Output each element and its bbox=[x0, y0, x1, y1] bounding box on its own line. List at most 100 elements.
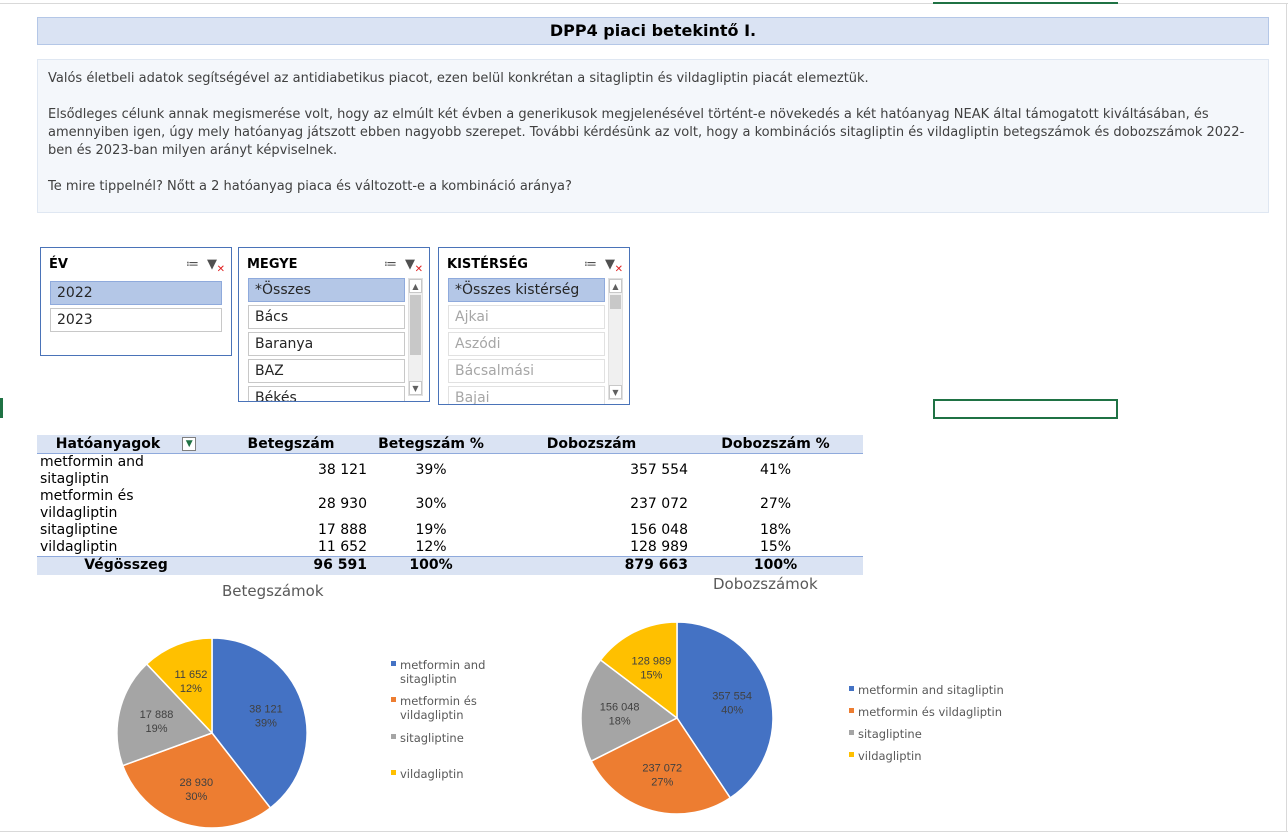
pie-slice[interactable] bbox=[211, 637, 308, 809]
row-betegszam-pct: 39% bbox=[415, 462, 447, 478]
row-dobozszam-pct: 15% bbox=[759, 539, 792, 556]
table-row: metformin and sitagliptin 38 121 39% 357… bbox=[37, 453, 863, 488]
pivot-header-label: Hatóanyagok bbox=[55, 435, 161, 452]
total-name: Végösszeg bbox=[37, 556, 215, 575]
pie-data-label: 237 072 bbox=[642, 763, 682, 775]
pie-data-label: 128 989 bbox=[632, 655, 672, 667]
legend-swatch bbox=[391, 697, 396, 702]
pivot-header-hatoanyagok[interactable]: Hatóanyagok ▼ bbox=[37, 435, 215, 454]
pie-data-label: 40% bbox=[721, 704, 743, 716]
slicer-kisterseg-item[interactable]: Bácsalmási bbox=[448, 359, 605, 383]
pie-slice[interactable] bbox=[145, 637, 213, 735]
pie-data-label: 18% bbox=[609, 716, 631, 728]
pie-data-label: 19% bbox=[145, 723, 167, 735]
legend-item[interactable]: metformin and sitagliptin bbox=[849, 683, 1004, 697]
legend-swatch bbox=[849, 752, 854, 757]
total-dobozszam-pct: 100% bbox=[688, 556, 863, 575]
row-betegszam-pct: 12% bbox=[415, 539, 447, 556]
pie-data-label: 30% bbox=[185, 791, 207, 803]
pivot-header-betegszam: Betegszám bbox=[215, 435, 367, 454]
row-dobozszam: 128 989 bbox=[630, 539, 688, 556]
legend-item[interactable]: sitagliptine bbox=[391, 731, 464, 745]
clear-filter-icon[interactable]: ▼ ✕ bbox=[405, 256, 423, 275]
pie-slice[interactable] bbox=[116, 662, 214, 767]
slicer-megye[interactable]: MEGYE ≔ ▼ ✕ *Összes Bács Baranya BAZ Béké… bbox=[238, 247, 430, 402]
slicer-ev-item[interactable]: 2022 bbox=[50, 281, 222, 305]
legend-item[interactable]: vildagliptin bbox=[849, 749, 922, 763]
legend-item[interactable]: sitagliptine bbox=[849, 727, 922, 741]
slicer-kisterseg-title: KISTÉRSÉG bbox=[447, 256, 528, 272]
slicer-ev[interactable]: ÉV ≔ ▼ ✕ 2022 2023 bbox=[40, 247, 232, 356]
pie-data-label: 357 554 bbox=[712, 690, 752, 702]
slicer-megye-item[interactable]: Békés bbox=[248, 386, 405, 401]
pie-data-label: 15% bbox=[640, 669, 662, 681]
intro-paragraph-2: Elsődleges célunk annak megismerése volt… bbox=[48, 107, 1245, 158]
chart-title-dobozszamok: Dobozszámok bbox=[713, 575, 818, 593]
row-betegszam: 17 888 bbox=[318, 521, 367, 538]
pie-slice[interactable] bbox=[121, 732, 272, 829]
slicer-kisterseg-item[interactable]: Aszódi bbox=[448, 332, 605, 356]
slicer-megye-item[interactable]: BAZ bbox=[248, 359, 405, 383]
legend-item[interactable]: metformin and sitagliptin bbox=[391, 658, 485, 686]
pie-slice[interactable] bbox=[599, 621, 678, 720]
slicer-megye-item[interactable]: *Összes bbox=[248, 278, 405, 302]
pie-chart-dobozszamok[interactable]: 357 554 40% 237 072 27% 156 048 18% 128 989 15% bbox=[570, 613, 785, 828]
multiselect-icon[interactable]: ≔ bbox=[384, 256, 397, 272]
pie-chart-betegszamok[interactable]: 38 121 39% 28 930 30% 17 888 19% 11 652 12% bbox=[100, 620, 320, 835]
row-name: vildagliptin bbox=[40, 539, 118, 556]
row-dobozszam: 357 554 bbox=[630, 462, 688, 478]
total-betegszam-pct: 100% bbox=[367, 556, 495, 575]
scroll-down-icon[interactable]: ▼ bbox=[609, 385, 622, 399]
pivot-header-dobozszam-pct: Dobozszám % bbox=[688, 435, 863, 454]
pivot-header-row: Hatóanyagok ▼ Betegszám Betegszám % Doboz… bbox=[37, 435, 863, 454]
scroll-thumb[interactable] bbox=[410, 295, 421, 355]
slicer-kisterseg[interactable]: KISTÉRSÉG ≔ ▼ ✕ *Összes kistérség Ajkai A… bbox=[438, 247, 630, 405]
slicer-kisterseg-item[interactable]: Ajkai bbox=[448, 305, 605, 329]
slicer-megye-item[interactable]: Baranya bbox=[248, 332, 405, 356]
slicer-ev-title: ÉV bbox=[49, 256, 68, 272]
clear-filter-icon[interactable]: ▼ ✕ bbox=[207, 256, 225, 275]
slicer-megye-item[interactable]: Bács bbox=[248, 305, 405, 329]
legend-swatch bbox=[391, 661, 396, 666]
row-betegszam: 38 121 bbox=[318, 462, 367, 478]
clear-filter-icon[interactable]: ▼ ✕ bbox=[605, 256, 623, 275]
pivot-header-dobozszam: Dobozszám bbox=[495, 435, 688, 454]
multiselect-icon[interactable]: ≔ bbox=[584, 256, 597, 272]
scroll-down-icon[interactable]: ▼ bbox=[409, 381, 422, 395]
slicer-kisterseg-scrollbar[interactable]: ▲ ▼ bbox=[608, 278, 623, 400]
legend-item[interactable]: metformin és vildagliptin bbox=[849, 705, 1002, 719]
cell-selection-top[interactable] bbox=[933, 0, 1118, 4]
total-betegszam: 96 591 bbox=[215, 556, 367, 575]
scroll-up-icon[interactable]: ▲ bbox=[409, 279, 422, 293]
pivot-header-betegszam-pct: Betegszám % bbox=[367, 435, 495, 454]
pie-data-label: 28 930 bbox=[179, 777, 213, 789]
slicer-megye-scrollbar[interactable]: ▲ ▼ bbox=[408, 278, 423, 396]
table-row: sitagliptine 17 888 19% 156 048 18% bbox=[37, 522, 863, 540]
pie-data-label: 12% bbox=[180, 683, 202, 695]
active-cell-selection[interactable] bbox=[933, 399, 1118, 419]
legend-label: metformin and bbox=[400, 658, 486, 672]
table-row: metformin és vildagliptin 28 930 30% 237… bbox=[37, 488, 863, 522]
pie-slice[interactable] bbox=[580, 658, 679, 763]
legend-label: vildagliptin bbox=[858, 749, 922, 763]
pivot-table[interactable]: Hatóanyagok ▼ Betegszám Betegszám % Doboz… bbox=[37, 435, 863, 575]
multiselect-icon[interactable]: ≔ bbox=[186, 256, 199, 272]
intro-paragraph-1: Valós életbeli adatok segítségével az an… bbox=[48, 71, 869, 86]
pie-slice[interactable] bbox=[590, 717, 732, 815]
scroll-up-icon[interactable]: ▲ bbox=[609, 279, 622, 293]
slicer-kisterseg-item[interactable]: *Összes kistérség bbox=[448, 278, 605, 302]
pie-data-label: 38 121 bbox=[249, 703, 283, 715]
legend-label: metformin és bbox=[400, 694, 477, 708]
legend-swatch bbox=[849, 686, 854, 691]
scroll-thumb[interactable] bbox=[610, 295, 621, 309]
legend-item[interactable]: vildagliptin bbox=[391, 767, 464, 781]
sheet-frame-bottom bbox=[0, 831, 1288, 832]
intro-text-box[interactable]: Valós életbeli adatok segítségével az an… bbox=[37, 59, 1269, 213]
slicer-ev-item[interactable]: 2023 bbox=[50, 308, 222, 332]
legend-item[interactable]: metformin és vildagliptin bbox=[391, 694, 477, 722]
slicer-kisterseg-item[interactable]: Bajai bbox=[448, 386, 605, 404]
sheet-frame-right bbox=[1286, 3, 1287, 832]
sheet-frame-top bbox=[0, 3, 1288, 4]
pie-data-label: 17 888 bbox=[140, 709, 174, 721]
filter-dropdown-icon[interactable]: ▼ bbox=[182, 436, 197, 451]
